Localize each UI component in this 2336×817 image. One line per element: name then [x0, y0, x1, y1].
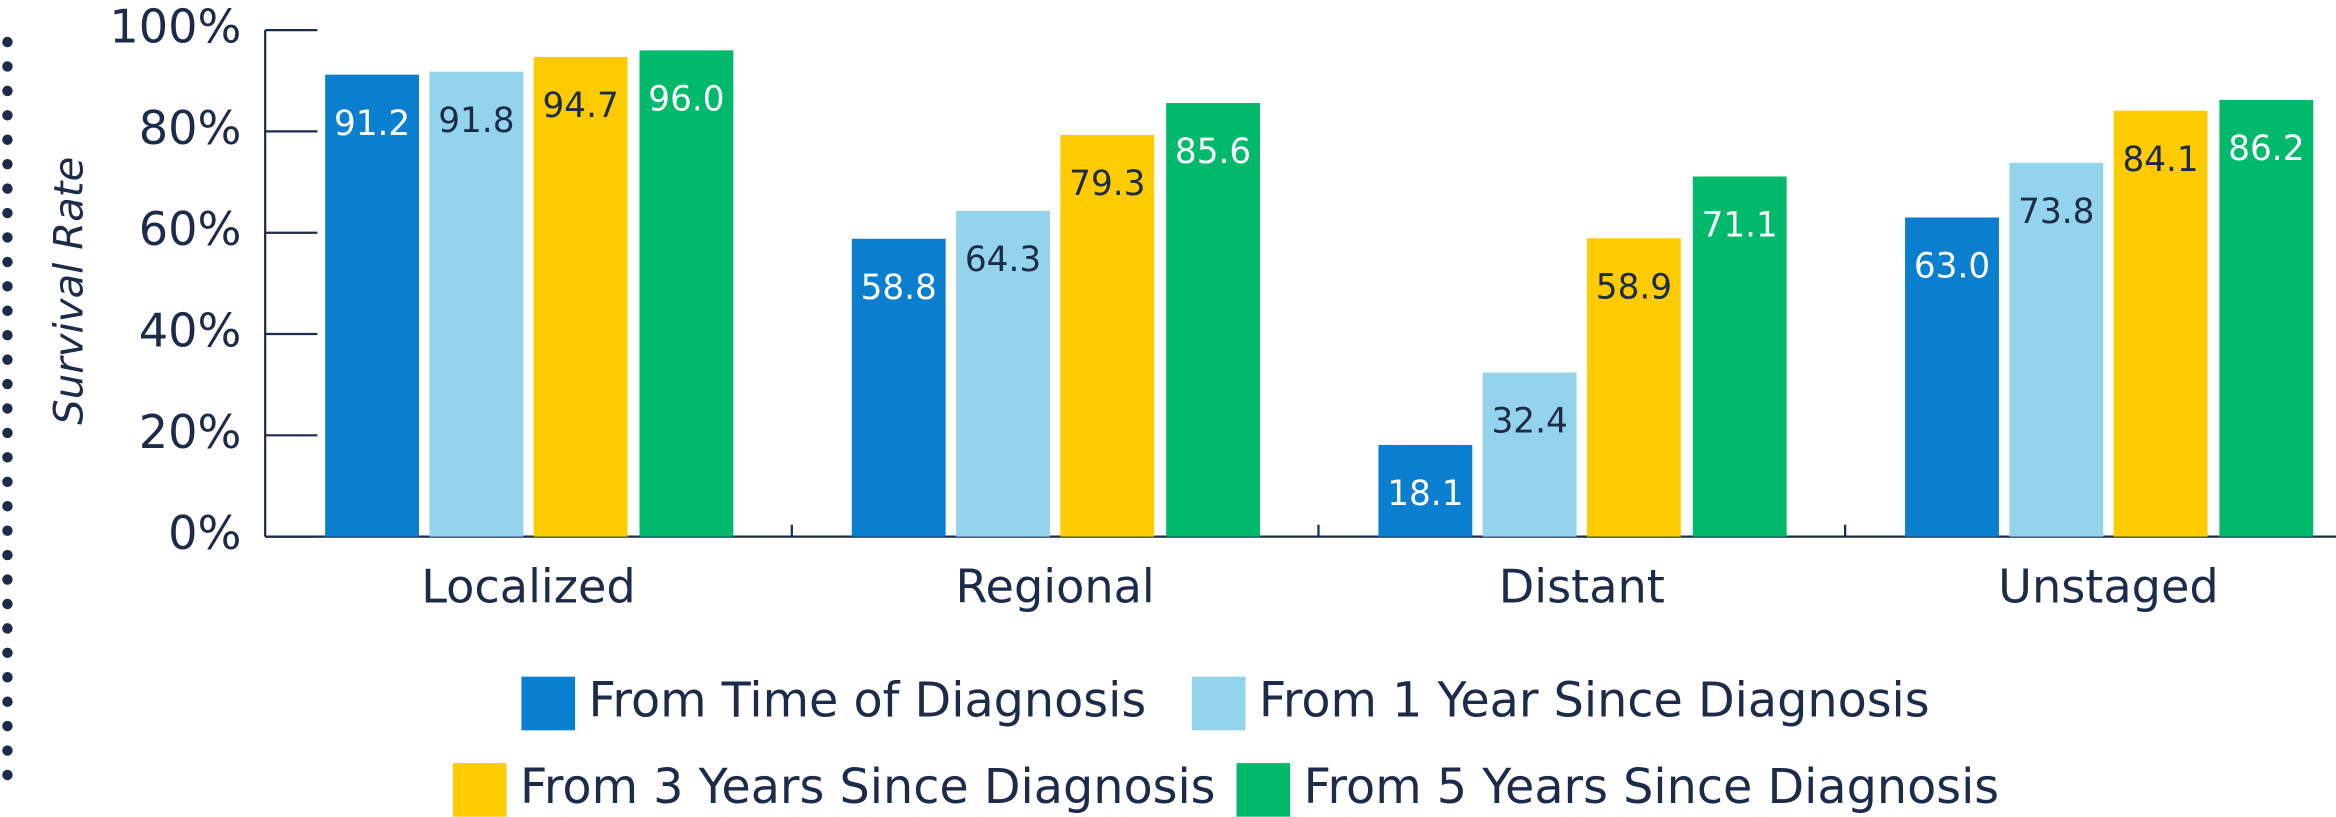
bar: [533, 56, 628, 537]
bar: [851, 238, 946, 537]
y-tick-label: 80%: [139, 101, 242, 155]
x-tick-label: Unstaged: [1998, 560, 2219, 614]
value-label: 71.1: [1702, 206, 1778, 246]
bar: [2219, 99, 2314, 537]
value-label: 58.8: [861, 268, 937, 308]
bar: [1692, 176, 1787, 537]
legend-swatch: [1191, 676, 1246, 731]
bar: [2113, 110, 2208, 537]
bar: [1905, 217, 1999, 537]
bar: [1482, 372, 1577, 537]
y-tick-label: 0%: [168, 506, 241, 560]
legend-label: From 3 Years Since Diagnosis: [520, 760, 1216, 815]
value-label: 58.9: [1596, 267, 1672, 307]
value-label: 94.7: [543, 86, 619, 126]
legend-label: From 5 Years Since Diagnosis: [1304, 760, 2000, 815]
legend-label: From 1 Year Since Diagnosis: [1259, 673, 1930, 728]
value-label: 91.8: [438, 101, 514, 141]
value-label: 96.0: [648, 80, 724, 120]
bar: [325, 74, 420, 537]
bar: [956, 210, 1050, 537]
value-label: 84.1: [2122, 140, 2198, 180]
x-tick-label: Distant: [1499, 560, 1665, 614]
y-tick-label: 60%: [139, 202, 242, 256]
legend-swatch: [521, 676, 576, 731]
x-tick-label: Regional: [956, 560, 1155, 614]
value-label: 85.6: [1175, 132, 1251, 172]
bar: [1166, 103, 1260, 537]
y-tick-label: 100%: [109, 0, 241, 54]
value-label: 63.0: [1914, 247, 1990, 287]
y-tick-label: 20%: [139, 405, 242, 459]
value-label: 32.4: [1492, 402, 1568, 442]
legend-label: From Time of Diagnosis: [588, 673, 1146, 728]
bar: [639, 50, 734, 537]
bar: [429, 71, 524, 537]
bar: [1587, 238, 1681, 537]
bar: [1060, 134, 1155, 537]
value-label: 18.1: [1387, 474, 1463, 514]
y-axis-label: Survival Rate: [47, 157, 93, 425]
value-label: 64.3: [965, 240, 1041, 280]
bar: [2009, 162, 2104, 537]
legend-swatch: [452, 763, 507, 817]
x-tick-label: Localized: [421, 560, 635, 614]
value-label: 91.2: [334, 104, 410, 144]
bar: [1378, 444, 1473, 537]
value-label: 79.3: [1069, 164, 1145, 204]
y-tick-label: 40%: [139, 304, 242, 358]
value-label: 73.8: [2018, 192, 2094, 232]
legend-swatch: [1236, 763, 1291, 817]
value-label: 86.2: [2228, 129, 2304, 169]
